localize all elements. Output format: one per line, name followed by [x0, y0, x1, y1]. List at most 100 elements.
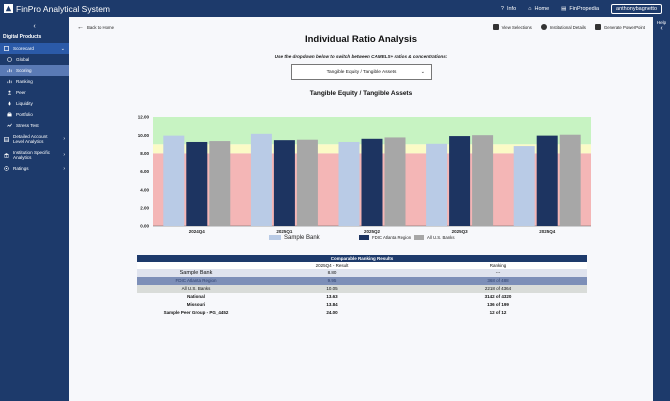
ranking-table-header: 2025Q4 - Result Ranking [137, 262, 587, 269]
sidebar-item-portfolio[interactable]: Portfolio [0, 109, 69, 120]
y-tick-label: 12.00 [138, 115, 150, 120]
sidebar-item-ranking[interactable]: Ranking [0, 76, 69, 87]
info-link[interactable]: ? Info [500, 5, 517, 12]
powerpoint-icon [594, 24, 601, 30]
sidebar-item-stress-test[interactable]: Stress Test [0, 120, 69, 131]
sidebar-item-liquidity[interactable]: Liquidity [0, 98, 69, 109]
toolbar: ← Back to Home View Selections Instituti… [77, 22, 645, 32]
y-tick-label: 2.00 [140, 205, 149, 210]
y-tick-label: 8.00 [140, 151, 149, 156]
y-tick-label: 10.00 [138, 133, 150, 138]
bar-sample-bank [513, 146, 535, 226]
bar-sample-bank [250, 133, 272, 226]
help-collapse-icon[interactable]: ‹ [660, 25, 663, 32]
bank-icon [4, 152, 9, 158]
arrow-left-icon: ← [77, 23, 84, 31]
chevron-down-icon: ⌄ [60, 45, 65, 52]
sidebar-heading: Digital Products [3, 34, 42, 40]
chevron-down-icon: ⌄ [420, 69, 425, 75]
bar-fdic-atlanta-region [186, 141, 208, 226]
view-selections-button[interactable]: View Selections [492, 24, 532, 30]
legend-swatch [359, 235, 369, 240]
chevron-right-icon: › [63, 136, 65, 142]
table-row: National 13.63 3142 of 4320 [187, 294, 512, 299]
scorecard-icon [4, 46, 9, 51]
sidebar-item-ratings[interactable]: Ratings › [0, 163, 69, 174]
bar-sample-bank [338, 141, 360, 226]
legend-swatch [269, 235, 281, 240]
x-tick-label: 2025Q2 [364, 229, 381, 234]
sidebar: ‹ Digital Products Scorecard ⌄ Global Sc… [0, 17, 69, 401]
bar-all-u-s-banks [559, 134, 581, 226]
legend-label: Sample Bank [284, 235, 321, 241]
institutional-details-button[interactable]: Institutional Details [540, 24, 586, 30]
ranking-table-title: Comparable Ranking Results [137, 255, 587, 262]
x-tick-label: 2024Q4 [189, 229, 206, 234]
bar-all-u-s-banks [384, 137, 406, 226]
y-tick-label: 6.00 [140, 169, 149, 174]
bar-all-u-s-banks [209, 141, 231, 226]
finpropedia-link[interactable]: ▤ FinPropedia [561, 5, 600, 12]
table-icon [4, 136, 9, 142]
book-icon: ▤ [561, 5, 567, 12]
bar-fdic-atlanta-region [273, 140, 295, 226]
legend-label: All U.S. Banks [427, 235, 454, 240]
x-tick-label: 2025Q3 [452, 229, 469, 234]
filter-icon [492, 24, 499, 30]
y-tick-label: 4.00 [140, 187, 149, 192]
user-menu[interactable]: anthonybagnetto [611, 3, 662, 14]
col-ranking-header: Ranking [489, 263, 507, 268]
app-title: FinPro Analytical System [16, 3, 111, 14]
legend-label: FDIC Atlanta Region [372, 235, 412, 240]
col-result-header: 2025Q4 - Result [315, 263, 349, 268]
back-to-home-button[interactable]: ← Back to Home [77, 23, 114, 31]
bar-chart: 0.00 2.00 4.00 6.00 8.00 10.00 12.00 2024Q4 2025… [138, 115, 591, 241]
table-row: Sample Bank 8.80 --- [137, 269, 587, 277]
globe-icon [7, 57, 12, 62]
table-row: All U.S. Banks 10.05 2218 of 4364 [137, 285, 587, 293]
bar-sample-bank [426, 143, 448, 226]
table-row: Missouri 13.84 136 of 199 [186, 302, 509, 307]
dropdown-hint: Use the dropdown below to switch between… [274, 54, 448, 59]
droplet-icon [8, 101, 11, 106]
users-icon [7, 90, 12, 95]
help-label: Help [656, 20, 667, 25]
bar-fdic-atlanta-region [449, 136, 471, 226]
finpro-logo-icon [4, 4, 13, 13]
page-title: Individual Ratio Analysis [304, 34, 418, 45]
bar-all-u-s-banks [296, 139, 318, 226]
ranking-table: Comparable Ranking Results 2025Q4 - Resu… [137, 255, 587, 317]
sidebar-item-global[interactable]: Global [0, 54, 69, 65]
table-row: Sample Peer Group - PG_4452 24.00 12 of … [163, 310, 507, 315]
briefcase-icon [7, 112, 12, 117]
sidebar-item-institution-analytics[interactable]: Institution Specific Analytics › [0, 147, 69, 163]
home-icon: ⌂ [528, 5, 532, 12]
info-icon [540, 24, 547, 30]
bar-sample-bank [163, 135, 185, 226]
ratio-dropdown[interactable]: Tangible Equity / Tangible Assets ⌄ [291, 64, 432, 80]
help-panel-collapsed[interactable]: Help ‹ [653, 17, 670, 401]
sidebar-item-scoring[interactable]: Scoring [0, 65, 69, 76]
bar-fdic-atlanta-region [536, 135, 558, 226]
sidebar-item-scorecard[interactable]: Scorecard ⌄ [0, 43, 69, 54]
table-row: FDIC Atlanta Region 9.95 368 of 488 [137, 277, 587, 285]
sidebar-item-peer[interactable]: Peer [0, 87, 69, 98]
scoring-icon [7, 68, 12, 73]
chevron-right-icon: › [63, 165, 65, 172]
ranking-icon [7, 79, 12, 84]
top-bar: FinPro Analytical System ? Info ⌂ Home ▤ Fi… [0, 0, 670, 17]
ratings-icon [4, 166, 9, 171]
ratio-dropdown-value: Tangible Equity / Tangible Assets [326, 69, 397, 75]
home-link[interactable]: ⌂ Home [528, 5, 550, 12]
main-content: ← Back to Home View Selections Instituti… [69, 17, 653, 401]
bar-all-u-s-banks [472, 135, 494, 226]
stress-test-icon [7, 123, 12, 127]
chevron-right-icon: › [63, 152, 65, 158]
question-icon: ? [500, 5, 504, 12]
chart-title: Tangible Equity / Tangible Assets [309, 90, 413, 97]
sidebar-item-detailed-analytics[interactable]: Detailed Account Level Analytics › [0, 131, 69, 147]
sidebar-collapse-icon[interactable]: ‹ [33, 23, 36, 30]
brand[interactable]: FinPro Analytical System [0, 4, 110, 14]
x-tick-label: 2025Q4 [539, 229, 556, 234]
generate-powerpoint-button[interactable]: Generate PowerPoint [594, 24, 645, 30]
